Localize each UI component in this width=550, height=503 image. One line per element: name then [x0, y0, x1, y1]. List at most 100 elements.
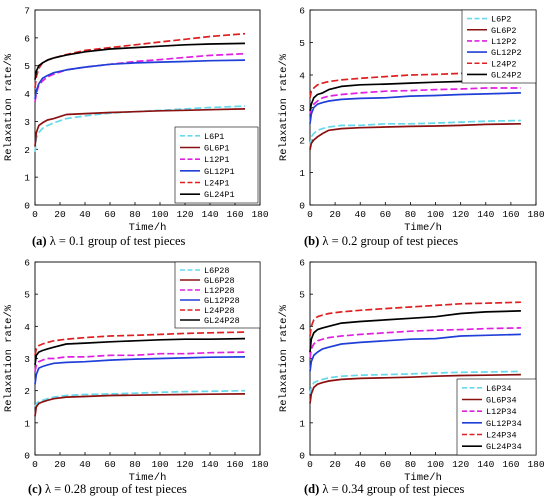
series-line-GL24P28: [34, 337, 246, 366]
y-tick-label: 4: [24, 322, 30, 333]
x-tick-label: 120: [176, 209, 193, 220]
x-tick-label: 0: [32, 209, 38, 220]
series-line-GL6P34: [309, 373, 521, 404]
legend-entry-label: L12P2: [491, 37, 517, 47]
x-tick-label: 120: [452, 459, 469, 470]
caption-label: (b): [304, 234, 319, 248]
y-tick-label: 2: [24, 386, 30, 397]
legend-entry-label: GL24P2: [491, 70, 522, 80]
y-tick-label: 3: [24, 354, 30, 365]
x-axis-label: Time/h: [129, 472, 167, 484]
caption-text: λ = 0.2 group of test pieces: [319, 234, 458, 248]
series-line-L12P28: [34, 351, 246, 372]
series-line-GL24P1: [34, 42, 246, 80]
legend-box: [174, 126, 259, 204]
y-tick-label: 2: [24, 145, 30, 156]
x-tick-label: 40: [79, 459, 91, 470]
legend-entry-label: GL6P2: [491, 26, 517, 36]
x-tick-label: 80: [129, 209, 141, 220]
series-line-L24P1: [34, 32, 246, 89]
series-line-GL12P1: [34, 59, 246, 100]
x-tick-label: 160: [502, 209, 519, 220]
series-line-L6P28: [34, 389, 246, 408]
x-tick-label: 160: [226, 459, 243, 470]
series-line-GL12P34: [309, 333, 521, 372]
y-tick-label: 0: [299, 451, 305, 462]
plot-frame: [34, 9, 261, 206]
chart-panel-4: 0 20 40 60 80 100 120 140 160 180 0 1 2 3 4 5 6 Time/h Rel…: [278, 258, 545, 497]
series-line-GL6P1: [34, 108, 246, 147]
caption-text: λ = 0.28 group of test pieces: [42, 482, 187, 496]
x-tick-label: 40: [79, 209, 91, 220]
x-tick-label: 140: [477, 459, 494, 470]
x-axis-label: Time/h: [129, 222, 167, 234]
y-tick-label: 4: [299, 322, 305, 333]
caption-label: (d): [304, 482, 319, 496]
legend-entry-label: GL24P28: [204, 316, 240, 326]
y-tick-label: 5: [299, 38, 305, 49]
series-line-GL24P2: [309, 79, 521, 111]
series-line-L24P34: [309, 301, 521, 337]
x-tick-label: 40: [355, 459, 367, 470]
legend-entry-label: L6P28: [204, 266, 230, 276]
x-axis-label: Time/h: [404, 472, 442, 484]
x-tick-label: 60: [380, 209, 392, 220]
y-axis-label: Relaxation rate/%: [3, 304, 15, 412]
caption-text: λ = 0.1 group of test pieces: [47, 234, 186, 248]
x-axis-label: Time/h: [404, 222, 442, 234]
series-line-L6P1: [34, 105, 246, 153]
x-tick-label: 180: [251, 459, 268, 470]
legend-entry-label: GL6P1: [204, 144, 230, 154]
x-tick-label: 100: [427, 459, 444, 470]
series-line-L6P2: [309, 119, 521, 147]
x-tick-label: 0: [307, 209, 313, 220]
series-line-L24P28: [34, 331, 246, 356]
y-tick-label: 1: [24, 173, 30, 184]
y-tick-label: 0: [24, 201, 30, 212]
legend-entry-label: GL12P2: [491, 48, 522, 58]
legend-entry-label: L12P34: [486, 407, 517, 417]
x-tick-label: 140: [477, 209, 494, 220]
legend-box: [456, 378, 537, 456]
x-tick-label: 160: [226, 209, 243, 220]
panel-caption: (d) λ = 0.34 group of test pieces: [304, 482, 464, 496]
series-line-L12P2: [309, 87, 521, 115]
y-axis-label: Relaxation rate/%: [278, 53, 290, 161]
legend-entry-label: GL12P1: [204, 167, 235, 177]
x-tick-label: 20: [329, 209, 341, 220]
caption-label: (a): [32, 234, 47, 248]
y-tick-label: 7: [24, 6, 30, 17]
x-tick-label: 100: [151, 209, 168, 220]
x-tick-label: 100: [151, 459, 168, 470]
y-tick-label: 2: [299, 136, 305, 147]
y-tick-label: 5: [299, 290, 305, 301]
x-tick-label: 60: [104, 459, 116, 470]
legend-entry-label: L6P34: [486, 384, 512, 394]
series-line-GL12P28: [34, 356, 246, 385]
y-tick-label: 3: [299, 103, 305, 114]
y-tick-label: 6: [299, 6, 305, 17]
x-tick-label: 100: [427, 209, 444, 220]
legend-entry-label: GL6P28: [204, 276, 235, 286]
y-tick-label: 4: [299, 71, 305, 82]
series-line-L24P2: [309, 70, 521, 98]
x-tick-label: 120: [452, 209, 469, 220]
y-axis-label: Relaxation rate/%: [3, 53, 15, 161]
caption-text: λ = 0.34 group of test pieces: [319, 482, 464, 496]
series-line-L12P1: [34, 52, 246, 103]
legend-box: [174, 261, 261, 329]
y-tick-label: 0: [299, 201, 305, 212]
series-line-L6P34: [309, 370, 521, 395]
x-tick-label: 40: [355, 209, 367, 220]
legend-box: [461, 9, 537, 84]
legend-entry-label: GL12P34: [486, 419, 522, 429]
legend-entry-label: L12P28: [204, 286, 235, 296]
series-line-GL6P28: [34, 393, 246, 417]
legend-entry-label: GL24P1: [204, 190, 235, 200]
x-tick-label: 120: [176, 459, 193, 470]
y-tick-label: 5: [24, 290, 30, 301]
legend-entry-label: GL6P34: [486, 396, 517, 406]
